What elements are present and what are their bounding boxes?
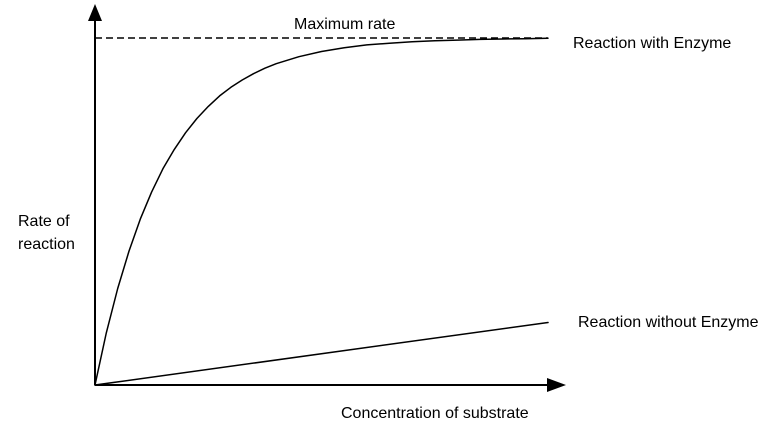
max-rate-label: Maximum rate <box>294 16 396 33</box>
series-label-with-enzyme: Reaction with Enzyme <box>573 35 732 52</box>
y-axis-arrow-icon <box>88 4 102 21</box>
series-label-without-enzyme: Reaction without Enzyme <box>578 314 759 331</box>
y-axis-label: Rate of reaction <box>18 213 75 253</box>
series-line-0 <box>94 37 549 386</box>
series-line-1 <box>94 321 549 386</box>
x-axis-label: Concentration of substrate <box>341 405 529 422</box>
x-axis-arrow-icon <box>547 378 566 392</box>
